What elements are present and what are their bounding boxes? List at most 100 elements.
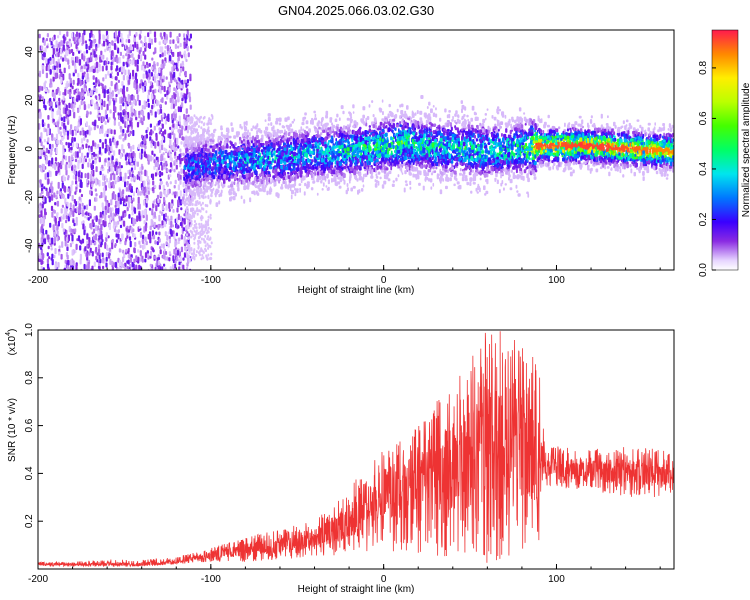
spectrogram-cell [160,181,164,185]
spectrogram-cell [117,220,120,225]
spectrogram-cell [392,144,395,150]
spectrogram-cell [177,199,180,207]
spectrogram-cell [147,112,150,119]
spectrogram-cell [172,145,175,151]
spectrogram-cell [65,141,68,146]
spectrogram-cell [203,240,206,244]
spectrogram-cell [124,133,127,139]
spectrogram-cell [175,164,178,170]
spectrogram-cell [81,68,84,73]
spectrogram-cell [143,199,146,206]
spectrogram-cell [350,187,353,192]
spectrogram-cell [157,120,160,126]
spectrogram-cell [120,165,123,169]
spectrogram-cell [200,257,203,261]
spectrogram-cell [99,170,102,176]
spectrogram-cell [97,95,100,101]
spectrogram-cell [106,103,109,111]
spectrogram-cell [47,137,50,143]
spectrogram-cell [362,114,365,119]
spectrogram-cell [107,128,110,134]
chart-title: GN04.2025.066.03.02.G30 [278,3,434,18]
spectrogram-cell [198,222,201,226]
spectrogram-cell [207,235,210,238]
spectrogram-cell [78,104,81,110]
spectrogram-cell [176,36,179,42]
spectrogram-cell [144,145,147,150]
spectrogram-cell [49,78,52,85]
spectrogram-cell [430,108,433,114]
spectrogram-cell [193,252,195,255]
spectrogram-cell [45,229,48,235]
spectrogram-cell [183,268,186,270]
spectrogram-cell [164,45,167,49]
spectrogram-cell [94,224,98,231]
spectrogram-cell [55,194,58,199]
spectrogram-cell [67,175,70,179]
spectrogram-cell [161,203,164,211]
spectrogram-cell [135,78,138,84]
spectrogram-cell [60,48,63,55]
spectrogram-cell [83,229,86,236]
spectrogram-cell [107,70,110,76]
spectrogram-cell [168,81,171,85]
spectrogram-cell [49,69,52,75]
spectrogram-cell [151,66,154,70]
spectrogram-cell [170,102,173,110]
spectrogram-cell [41,190,44,195]
spectrogram-cell [151,57,154,61]
spectrogram-cell [207,194,210,198]
spectrogram-cell [636,167,639,170]
spectrogram-cell [56,236,59,241]
spectrogram-cell [200,203,203,207]
spectrogram-cell [77,163,80,170]
spectrogram-cell [446,129,450,132]
spectrogram-cell [202,256,205,260]
spectrogram-cell [39,218,42,224]
spectrogram-cell [95,246,98,253]
spectrogram-cell [503,187,505,191]
spectrogram-cell [143,242,146,249]
spectrogram-cell [249,132,251,137]
spectrogram-cell [51,111,54,119]
spectrogram-cell [89,247,92,254]
spectrogram-cell [249,197,252,203]
spectrogram-cell [179,190,182,197]
spectrogram-cell [364,173,368,177]
spectrogram-cell [104,214,107,222]
spectrogram-cell [162,152,165,156]
spectrogram-cell [71,32,74,39]
spectrogram-cell [200,214,203,218]
spectrogram-cell [668,133,672,139]
spectrogram-cell [125,61,128,65]
spectrogram-cell [76,31,79,37]
spectrogram-cell [61,222,64,229]
spectrogram-cell [85,121,88,127]
spectrogram-cell [56,200,59,207]
spectrogram-cell [98,262,101,267]
spectrogram-cell [58,101,61,106]
spectrogram-cell [177,106,180,113]
spectrogram-cell [47,234,50,240]
spectrogram-cell [173,87,176,92]
spectrogram-cell [124,213,127,217]
spectrogram-cell [188,216,191,220]
spectrogram-cell [187,257,190,265]
spectrogram-cell [74,167,77,172]
spectrogram-cell [181,125,184,130]
spectrogram-cell [419,110,423,115]
spectrogram-cell [135,32,138,37]
spectrogram-cell [188,195,190,200]
spectrogram-cell [99,211,102,218]
spectrogram-cell [188,257,191,263]
spectrogram-cell [151,104,154,110]
spectrogram-cell [404,110,407,114]
spectrogram-cell [158,85,161,93]
spectrogram-cell [97,265,101,269]
spectrogram-cell [86,233,89,240]
spectrogram-cell [195,226,198,230]
spectrogram-cell [181,60,184,66]
spectrogram-cell [94,233,98,241]
spectrogram-cell [313,180,316,184]
spectrogram-cell [103,93,106,99]
